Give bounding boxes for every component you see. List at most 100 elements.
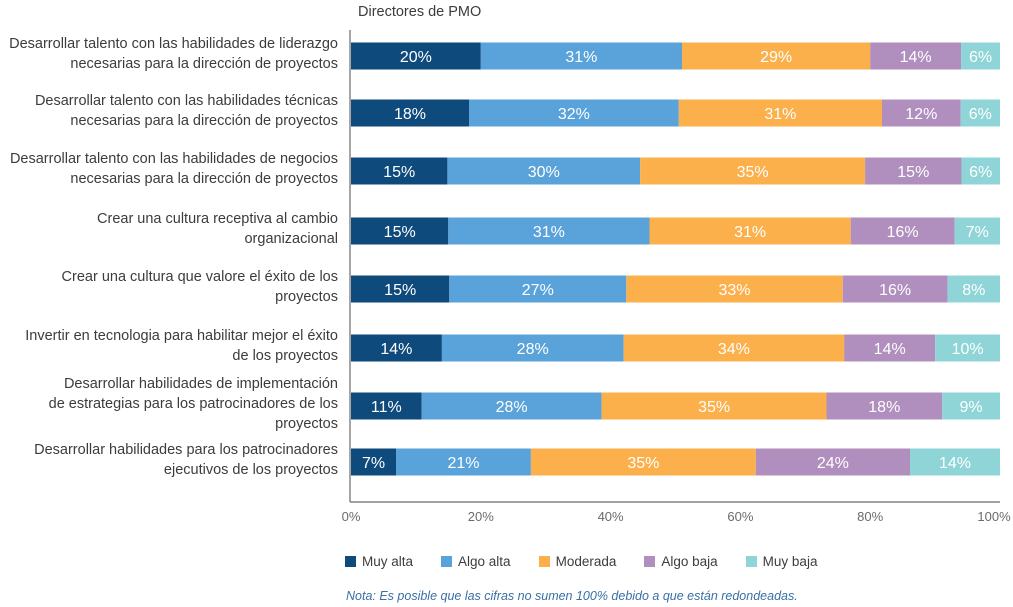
legend-swatch bbox=[345, 556, 356, 567]
chart-title: Directores de PMO bbox=[358, 4, 482, 20]
bar-segment bbox=[935, 334, 1000, 362]
legend-label: Algo alta bbox=[458, 554, 511, 569]
data-label: 16% bbox=[879, 282, 911, 299]
category-label-line: Crear una cultura que valore el éxito de… bbox=[61, 269, 338, 285]
bar-segment bbox=[942, 392, 1000, 420]
category-label-line: de estrategias para los patrocinadores d… bbox=[48, 396, 338, 412]
category-label-line: Desarrollar habilidades de implementació… bbox=[63, 376, 338, 392]
data-label: 18% bbox=[394, 106, 426, 123]
data-label: 14% bbox=[380, 341, 412, 358]
data-label: 27% bbox=[522, 282, 554, 299]
bar-segment bbox=[447, 157, 641, 185]
data-label: 30% bbox=[528, 164, 560, 181]
data-label: 31% bbox=[734, 224, 766, 241]
data-label: 10% bbox=[952, 341, 984, 358]
data-label: 6% bbox=[969, 106, 992, 123]
footnote: Nota: Es posible que las cifras no sumen… bbox=[346, 589, 798, 603]
data-label: 11% bbox=[371, 399, 402, 416]
bar-segment bbox=[844, 334, 936, 362]
bar-segment bbox=[960, 99, 1000, 127]
bar-segment bbox=[826, 392, 943, 420]
data-label: 12% bbox=[905, 106, 937, 123]
x-tick-label: 0% bbox=[341, 509, 361, 524]
bar-segment bbox=[961, 157, 1000, 185]
x-tick-label: 40% bbox=[597, 509, 624, 524]
data-label: 15% bbox=[383, 164, 415, 181]
legend-swatch bbox=[441, 556, 453, 567]
legend-item: Muy baja bbox=[745, 554, 817, 569]
legend: Muy alta Algo alta Moderada Algo baja Muy ba… bbox=[345, 554, 845, 569]
data-label: 35% bbox=[698, 399, 730, 416]
category-label: Crear una cultura que valore el éxito de… bbox=[0, 267, 338, 307]
bar-segment bbox=[623, 334, 845, 362]
category-label: Invertir en tecnologia para habilitar me… bbox=[0, 326, 338, 366]
category-label: Desarrollar habilidades de implementació… bbox=[0, 374, 338, 434]
bar-segment bbox=[870, 42, 962, 70]
bar-segment bbox=[351, 275, 450, 303]
bar-segment bbox=[882, 99, 961, 127]
data-label: 9% bbox=[960, 399, 983, 416]
data-label: 14% bbox=[939, 455, 971, 472]
x-tick-label: 20% bbox=[467, 509, 494, 524]
data-label: 24% bbox=[817, 455, 849, 472]
legend-label: Moderada bbox=[555, 554, 617, 569]
category-label-line: proyectos bbox=[275, 416, 338, 432]
data-label: 31% bbox=[565, 49, 597, 66]
category-label: Desarrollar talento con las habilidades … bbox=[0, 149, 338, 189]
bar-segment bbox=[421, 392, 602, 420]
category-label: Crear una cultura receptiva al cambio org… bbox=[0, 209, 338, 249]
bar-segment bbox=[530, 448, 756, 476]
data-label: 18% bbox=[868, 399, 900, 416]
bar-segment bbox=[910, 448, 1000, 476]
legend-swatch bbox=[538, 556, 550, 567]
x-tick-label: 100% bbox=[977, 509, 1011, 524]
category-label-line: necesarias para la dirección de proyecto… bbox=[70, 56, 338, 72]
bar-segment bbox=[351, 217, 449, 245]
category-label: Desarrollar talento con las habilidades … bbox=[0, 34, 338, 74]
data-label: 31% bbox=[533, 224, 565, 241]
data-label: 15% bbox=[384, 282, 416, 299]
bar-segment bbox=[947, 275, 1000, 303]
legend-item: Muy alta bbox=[345, 554, 413, 569]
bar-segment bbox=[351, 42, 481, 70]
data-label: 28% bbox=[517, 341, 549, 358]
category-label-line: necesarias para la dirección de proyecto… bbox=[70, 171, 338, 187]
category-label-line: proyectos bbox=[275, 289, 338, 305]
x-tick-label: 80% bbox=[857, 509, 884, 524]
bar-segment bbox=[469, 99, 679, 127]
bar-segment bbox=[961, 42, 1000, 70]
bar-segment bbox=[678, 99, 882, 127]
legend-swatch bbox=[745, 556, 757, 567]
category-label-line: Desarrollar talento con las habilidades … bbox=[9, 151, 338, 167]
category-label-line: ejecutivos de los proyectos bbox=[163, 462, 338, 478]
bar-segment bbox=[351, 99, 469, 127]
data-label: 33% bbox=[718, 282, 750, 299]
bar-segment bbox=[626, 275, 843, 303]
category-label: Desarrollar habilidades para los patroci… bbox=[0, 440, 338, 480]
bar-segment bbox=[865, 157, 962, 185]
legend-item: Algo baja bbox=[644, 554, 718, 569]
legend-swatch bbox=[644, 556, 656, 567]
bar-segment bbox=[449, 275, 627, 303]
category-label-line: necesarias para la dirección de proyecto… bbox=[70, 113, 338, 129]
legend-item: Algo alta bbox=[441, 554, 511, 569]
bar-segment bbox=[850, 217, 955, 245]
x-tick-label: 60% bbox=[727, 509, 754, 524]
category-label-line: organizacional bbox=[244, 231, 338, 247]
bar-segment bbox=[755, 448, 910, 476]
category-label: Desarrollar talento con las habilidades … bbox=[0, 91, 338, 131]
data-label: 8% bbox=[962, 282, 985, 299]
bar-segment bbox=[448, 217, 650, 245]
data-label: 35% bbox=[737, 164, 769, 181]
bar-segment bbox=[480, 42, 682, 70]
bar-segment bbox=[682, 42, 871, 70]
data-label: 14% bbox=[900, 49, 932, 66]
category-label-line: Crear una cultura receptiva al cambio bbox=[97, 211, 338, 227]
legend-label: Muy alta bbox=[362, 554, 414, 569]
data-label: 7% bbox=[362, 455, 385, 472]
bar-segment bbox=[396, 448, 531, 476]
data-label: 6% bbox=[969, 164, 992, 181]
category-label-line: Desarrollar habilidades para los patroci… bbox=[34, 442, 338, 458]
legend-label: Algo baja bbox=[661, 554, 718, 569]
